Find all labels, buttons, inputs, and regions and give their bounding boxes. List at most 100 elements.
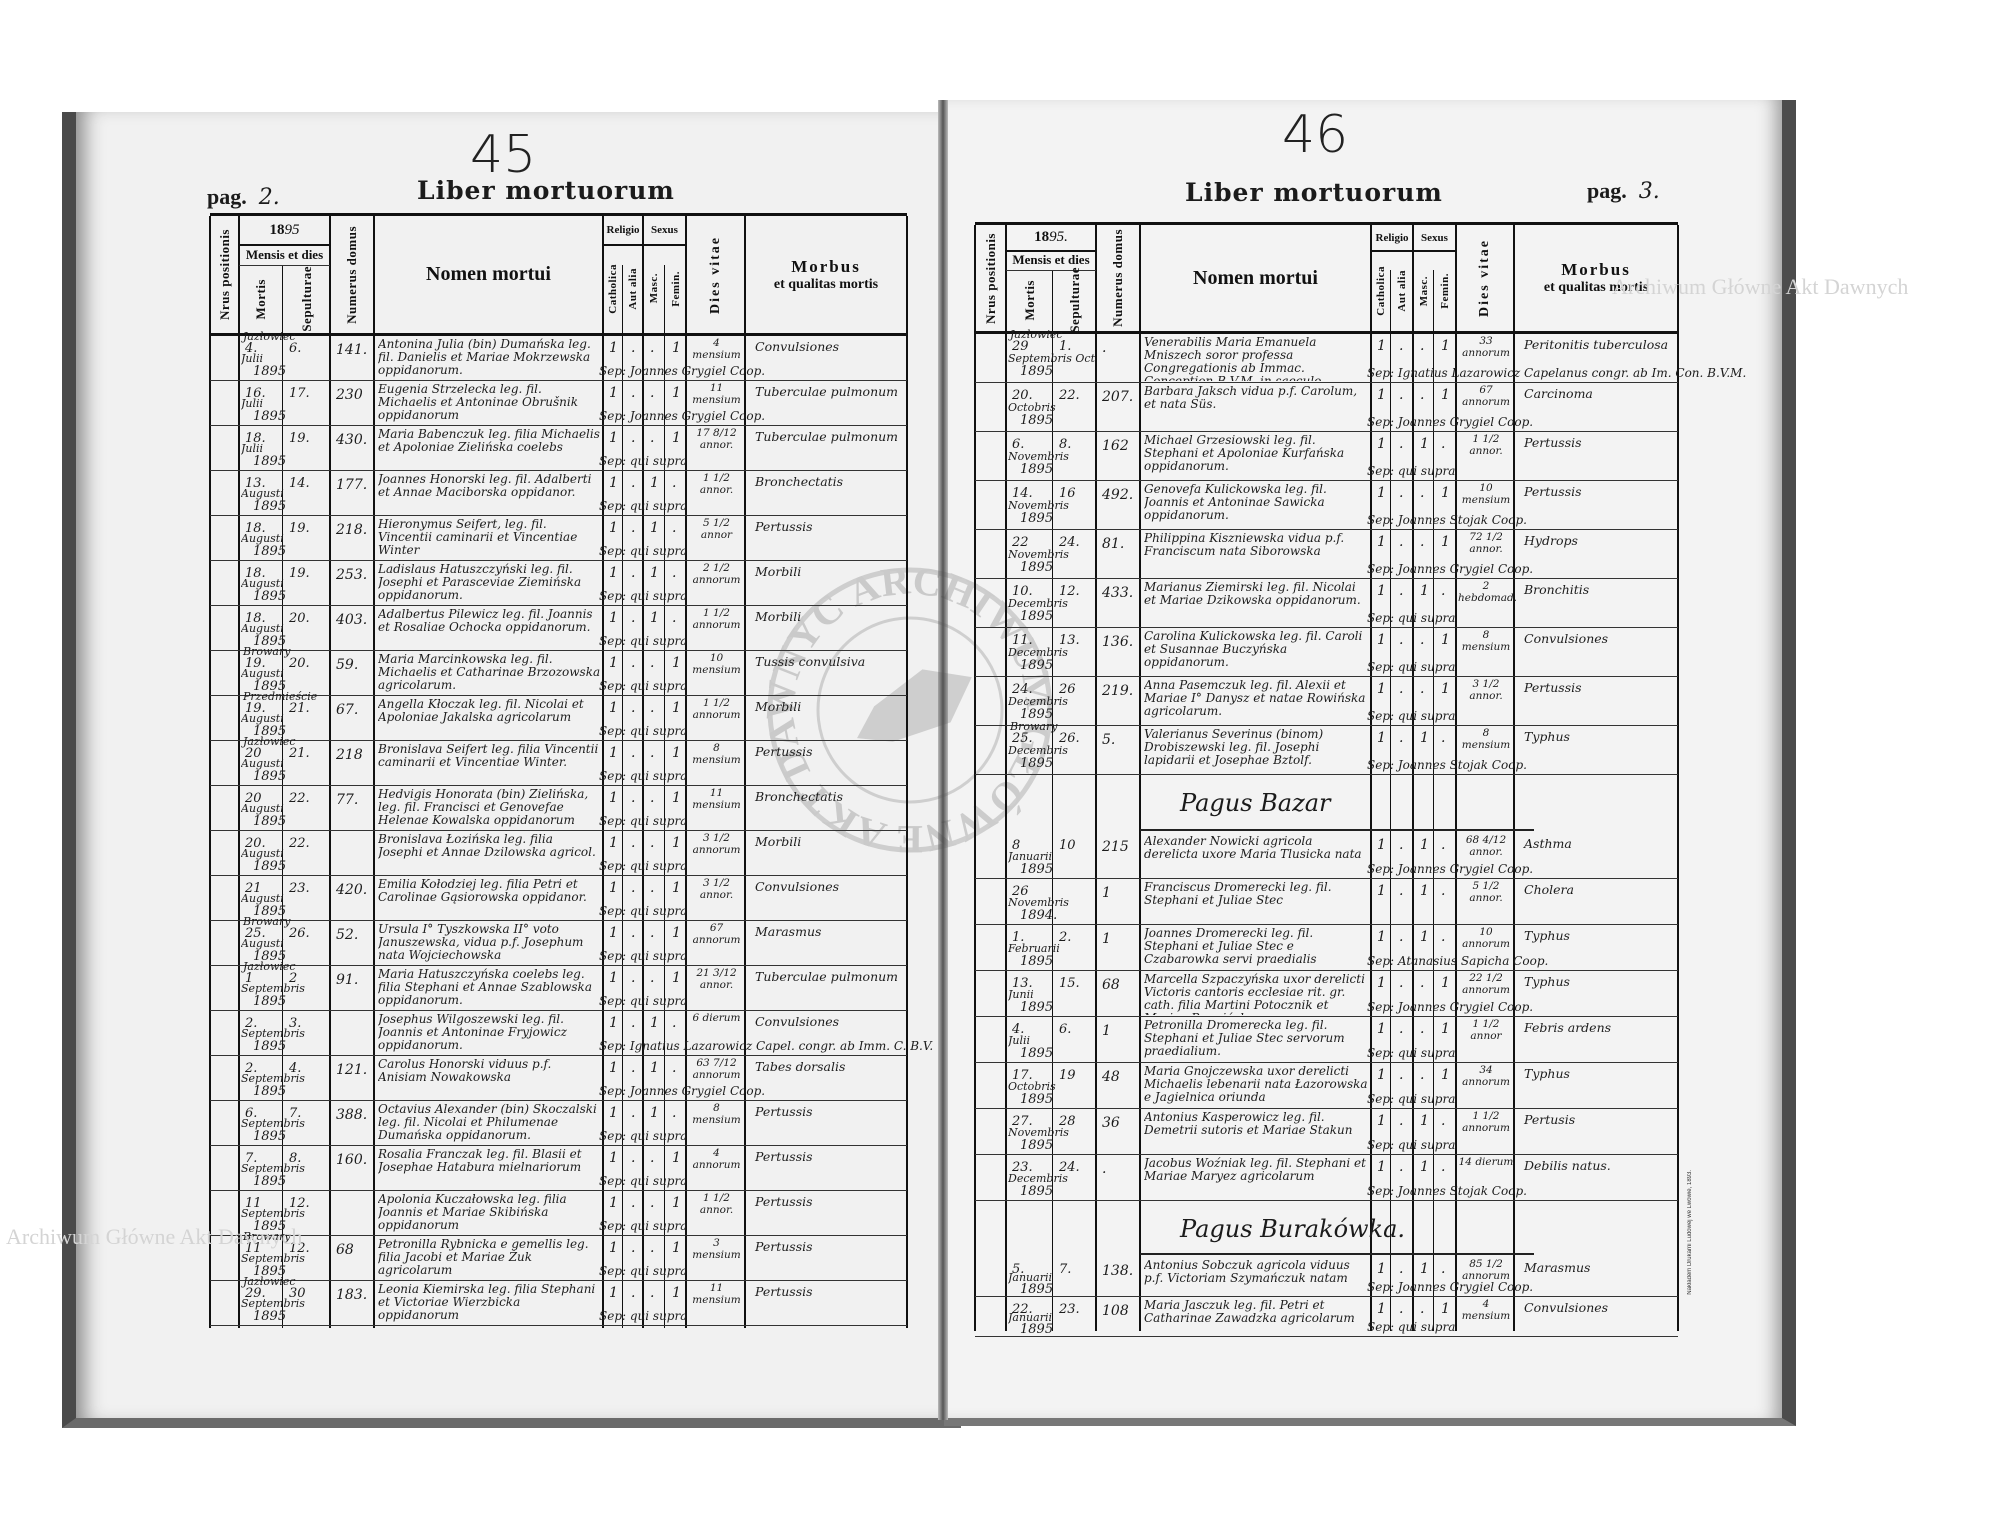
cause-of-death: Carcinoma: [1524, 386, 1593, 401]
burial-officiant: Sep: Joannes Grygiel Coop.: [1367, 562, 1534, 576]
day-sepulturae: 23.: [289, 881, 310, 896]
month: Augusti: [241, 712, 284, 725]
register-row: 21 23. Augusti 1895 420. Emilia Kołodziej leg…: [210, 876, 907, 921]
day-mortis: 2.: [245, 1016, 258, 1031]
year: 1895: [1020, 707, 1054, 722]
month: Augusti: [241, 622, 284, 635]
age-at-death: 67 annorum: [692, 922, 741, 946]
cause-of-death: Pertussis: [755, 1149, 813, 1164]
header-dies-vitae: Dies vitae: [686, 216, 745, 333]
header-femin: Femin.: [1434, 250, 1456, 331]
deceased-name: Marianus Ziemirski leg. fil. Nicolai et …: [1144, 581, 1361, 607]
row-divider: [210, 965, 907, 966]
age-at-death: 4 mensium: [1461, 1298, 1511, 1322]
cause-of-death: Tuberculae pulmonum: [755, 384, 899, 399]
cause-of-death: Pertussis: [755, 1194, 813, 1209]
year: 1895: [253, 904, 287, 919]
day-sepulturae: 22.: [289, 791, 310, 806]
cause-of-death: Febris ardens: [1524, 1020, 1612, 1035]
house-number: 121.: [336, 1062, 368, 1078]
register-row: 20. 22. Octobris 1895 207. Barbara Jaksch vid…: [975, 383, 1678, 432]
year: 1895: [253, 634, 287, 649]
religion-catholic: 1: [1377, 975, 1386, 991]
sex-male: .: [1420, 387, 1425, 403]
day-mortis: 13.: [1012, 976, 1033, 991]
row-divider: [975, 382, 1678, 383]
sex-female: 1: [672, 970, 681, 986]
row-divider: [975, 676, 1678, 677]
day-mortis: 16.: [245, 386, 266, 401]
religion-catholic: 1: [609, 520, 618, 536]
month: Januarii: [1008, 1271, 1052, 1284]
day-sepulturae: 4.: [289, 1061, 302, 1076]
sex-female: .: [672, 520, 677, 536]
house-number: 218.: [336, 522, 368, 538]
header-mortis: Mortis: [1006, 270, 1053, 331]
column-divider: [664, 265, 665, 1328]
day-sepulturae: 19.: [289, 521, 310, 536]
deceased-name: Hedvigis Honorata (bin) Zielińska, leg. …: [378, 788, 589, 827]
religion-catholic: 1: [609, 1105, 618, 1121]
burial-officiant: Sep: Ignatius Lazarowicz Capelanus congr…: [1367, 366, 1747, 380]
header-sexus: Sexus: [651, 224, 678, 237]
sex-male: .: [1420, 1067, 1425, 1083]
day-sepulturae: 24.: [1059, 535, 1080, 550]
year: 1895: [1020, 1138, 1054, 1153]
column-divider: [1412, 225, 1414, 1331]
house-number: 218: [336, 747, 363, 763]
place: Browary: [243, 1230, 291, 1243]
cause-of-death: Pertussis: [755, 1284, 813, 1299]
header-masc-label: Masc.: [1417, 275, 1430, 306]
deceased-name: Carolus Honorski viduus p.f. Anisiam Now…: [378, 1058, 552, 1084]
day-sepulturae: 2: [289, 971, 298, 986]
religion-other: .: [1399, 534, 1404, 550]
house-number: 81.: [1102, 536, 1125, 552]
house-number: .: [1102, 340, 1107, 356]
header-religio: Religio: [606, 224, 640, 237]
religion-other: .: [1399, 387, 1404, 403]
header-mensis-et-dies: Mensis et dies: [1012, 251, 1090, 267]
header-year: 18 95.: [1006, 225, 1096, 250]
sex-female: .: [1441, 730, 1446, 746]
cause-of-death: Cholera: [1524, 882, 1574, 897]
sex-female: 1: [672, 385, 681, 401]
register-row: Jazłowiec 20 21. Augusti 1895 218 Bronislava S…: [210, 735, 907, 786]
row-divider: [975, 578, 1678, 579]
sex-female: 1: [1441, 1301, 1450, 1317]
deceased-name: Bronislava Łozińska leg. filia Josephi e…: [378, 833, 596, 859]
year: 1895: [253, 1129, 287, 1144]
religion-other: .: [1399, 338, 1404, 354]
column-divider: [1433, 269, 1434, 1331]
month: Novembris: [1008, 548, 1069, 561]
religion-catholic: 1: [609, 1240, 618, 1256]
day-sepulturae: 10: [1059, 838, 1076, 853]
day-mortis: 11.: [1012, 633, 1033, 648]
age-at-death: 68 4/12 annor.: [1465, 834, 1507, 858]
sex-female: 1: [672, 1285, 681, 1301]
cause-of-death: Typhus: [1524, 1066, 1570, 1081]
day-sepulturae: 16: [1059, 486, 1076, 501]
column-divider: [238, 216, 240, 1328]
deceased-name: Maria Gnojczewska uxor derelicti Michael…: [1144, 1065, 1368, 1104]
month: Septembris: [241, 1027, 305, 1040]
house-number: 136.: [1102, 634, 1134, 650]
month: Februarii: [1008, 942, 1060, 955]
sex-female: 1: [1441, 1021, 1450, 1037]
burial-officiant: Sep: qui supra: [1367, 1092, 1456, 1106]
month: Augusti: [241, 667, 284, 680]
religion-catholic: 1: [1377, 436, 1386, 452]
month: Junii: [1008, 988, 1034, 1001]
month: Julii: [241, 352, 264, 365]
morbus-label: Morbus: [1561, 260, 1631, 279]
place: Jazłowiec: [1010, 328, 1063, 341]
header-bottom-rule: [975, 331, 1678, 334]
age-at-death: 72 1/2 annor.: [1469, 531, 1503, 555]
age-at-death: 6 dierum: [692, 1012, 741, 1024]
sex-male: .: [1420, 534, 1425, 550]
month: Septembris: [241, 1072, 305, 1085]
row-divider: [210, 1055, 907, 1056]
sex-male: .: [650, 880, 655, 896]
age-at-death: 2 1/2 annorum: [692, 562, 741, 586]
house-number: 68: [336, 1242, 354, 1258]
register-row: 17. 19 Octobris 1895 48 Maria Gnojczewska uxo…: [975, 1063, 1678, 1109]
